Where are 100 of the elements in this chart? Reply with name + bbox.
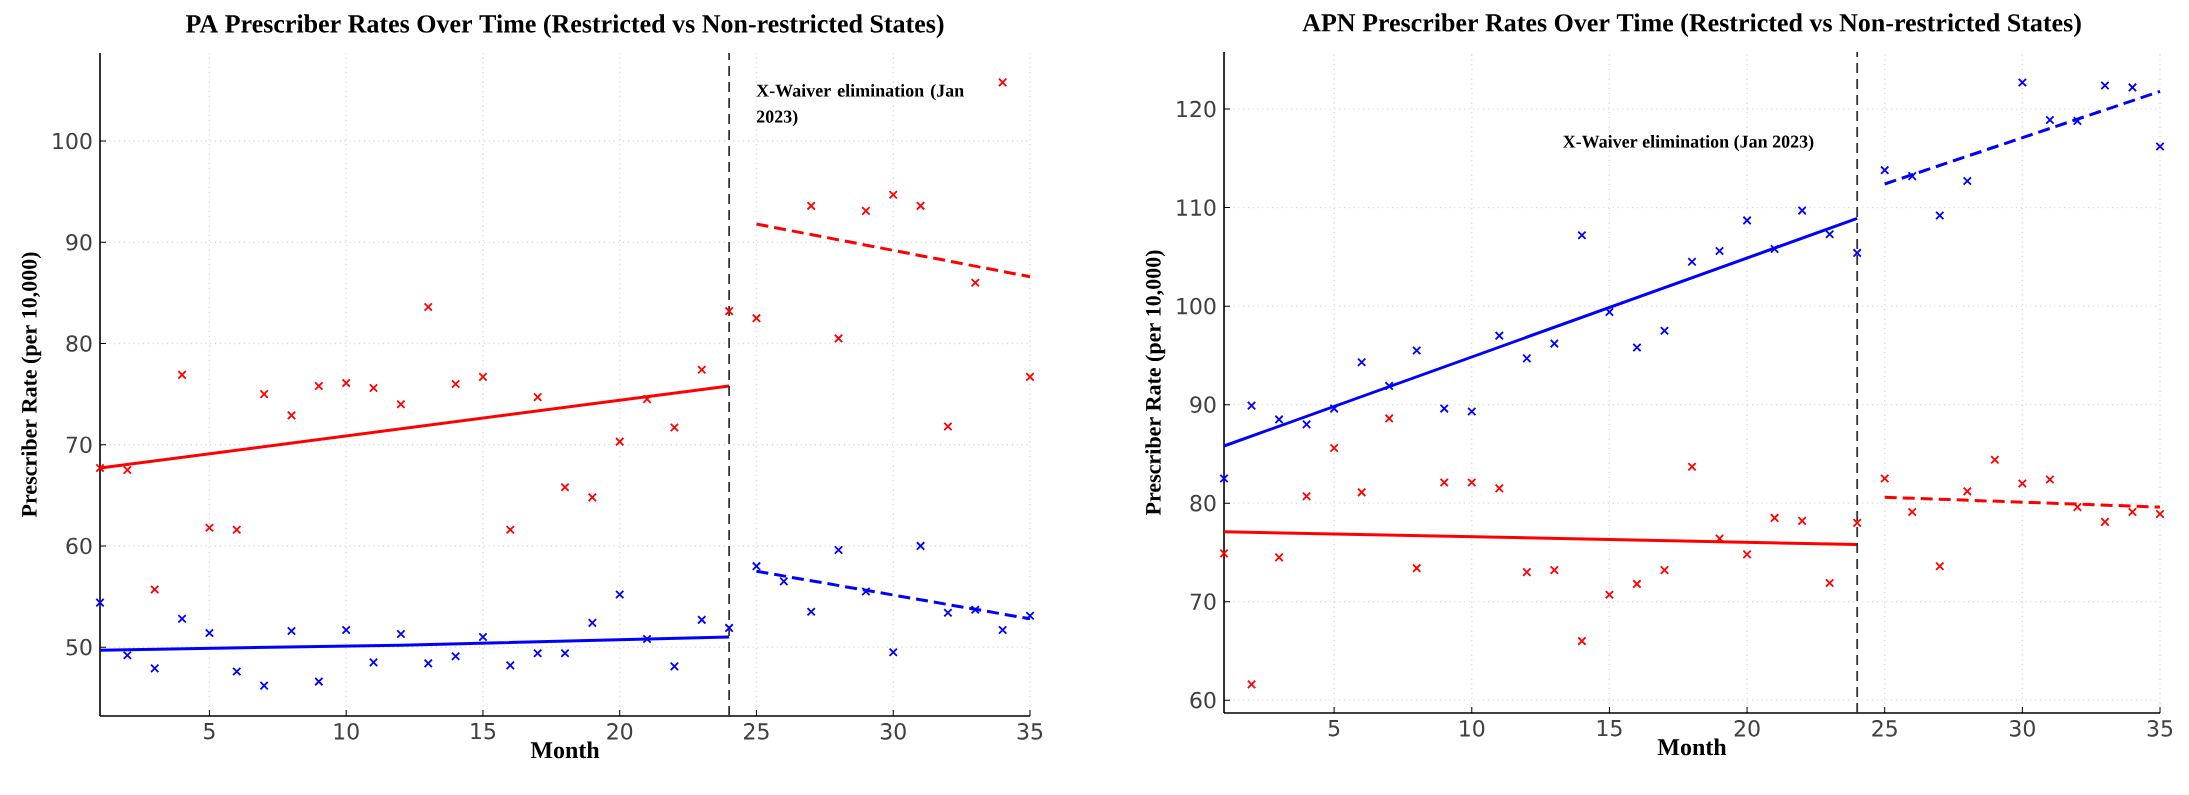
- point: [697, 615, 707, 625]
- point: [615, 437, 625, 447]
- point: [1412, 563, 1422, 573]
- point: [533, 392, 543, 402]
- point: [2127, 507, 2138, 517]
- point: [1687, 462, 1697, 472]
- point: [1219, 473, 1229, 484]
- point: [833, 333, 844, 343]
- point: [1274, 414, 1284, 424]
- point: [1577, 636, 1587, 646]
- point: [916, 541, 926, 551]
- y-tick-label: 50: [66, 638, 92, 656]
- x-tick-label: 25: [1872, 720, 1897, 737]
- point: [1246, 679, 1257, 689]
- point: [697, 365, 707, 375]
- point: [1302, 491, 1312, 501]
- point: [150, 663, 160, 673]
- point: [1329, 404, 1339, 414]
- point: [1935, 561, 1945, 571]
- point: [1357, 357, 1367, 367]
- point: [1962, 486, 1972, 496]
- point: [970, 605, 980, 615]
- point: [451, 379, 461, 389]
- point: [204, 523, 214, 533]
- y-tick-label: 100: [53, 132, 92, 150]
- y-axis-title: Prescriber Rate (per 10,000): [21, 252, 42, 518]
- point: [724, 623, 734, 633]
- point: [587, 492, 597, 502]
- point: [396, 629, 406, 639]
- x-tick-label: 30: [880, 723, 906, 740]
- x-tick-label: 25: [744, 723, 769, 740]
- point: [587, 618, 597, 628]
- x-tick-label: 35: [2147, 720, 2173, 737]
- x-tick-label: 30: [2010, 720, 2035, 737]
- point: [1632, 342, 1642, 353]
- y-tick-label: 100: [1177, 297, 1216, 315]
- point: [259, 681, 269, 691]
- point: [943, 421, 953, 432]
- point: [1494, 483, 1504, 493]
- point: [1357, 487, 1367, 497]
- point: [861, 206, 871, 216]
- point: [1825, 578, 1835, 588]
- point: [998, 77, 1008, 87]
- point: [888, 190, 898, 200]
- point: [779, 576, 789, 586]
- point: [1852, 248, 1862, 258]
- y-tick-label: 110: [1177, 199, 1216, 216]
- point: [505, 525, 515, 535]
- point: [1797, 516, 1807, 526]
- x-tick-label: 15: [1597, 720, 1622, 737]
- point: [122, 650, 132, 660]
- y-tick-label: 70: [66, 436, 92, 454]
- point: [560, 648, 570, 658]
- point: [95, 598, 105, 608]
- point: [2155, 509, 2165, 519]
- point: [998, 625, 1008, 635]
- x-axis-title: Month: [530, 741, 600, 759]
- point: [970, 278, 980, 288]
- point: [314, 381, 324, 391]
- point: [1770, 513, 1780, 523]
- x-tick-label: 10: [334, 723, 359, 740]
- point: [150, 584, 160, 595]
- point: [1935, 210, 1945, 221]
- point: [2155, 141, 2165, 152]
- point: [1797, 206, 1807, 216]
- point: [1825, 229, 1835, 239]
- point: [1604, 307, 1614, 317]
- point: [861, 586, 871, 597]
- point: [1577, 230, 1587, 240]
- point: [1880, 165, 1890, 175]
- point: [1742, 215, 1752, 225]
- point: [1549, 338, 1559, 349]
- y-axis-title: Prescriber Rate (per 10,000): [1145, 250, 1166, 516]
- x-tick-label: 20: [607, 723, 633, 740]
- point: [1494, 331, 1504, 341]
- point: [1439, 404, 1449, 414]
- point: [1329, 443, 1339, 453]
- point: [751, 561, 762, 571]
- point: [177, 370, 187, 380]
- x-tick-label: 35: [1017, 723, 1043, 740]
- point: [888, 647, 898, 657]
- point: [943, 608, 953, 618]
- point: [1659, 326, 1670, 336]
- point: [478, 372, 488, 382]
- point: [1246, 401, 1257, 411]
- point: [368, 383, 379, 393]
- point: [1384, 413, 1394, 424]
- point: [642, 634, 652, 644]
- point: [1687, 257, 1697, 267]
- point: [423, 302, 433, 312]
- point: [833, 545, 844, 555]
- point: [560, 482, 570, 492]
- point: [533, 648, 543, 658]
- point: [204, 628, 214, 638]
- ref-line-label: X-Waiver elimination (Jan 2023): [756, 84, 964, 127]
- x-tick-label: 15: [471, 723, 496, 740]
- point: [314, 676, 324, 687]
- point: [232, 666, 242, 677]
- point: [1439, 477, 1449, 488]
- x-tick-label: 10: [1460, 720, 1485, 737]
